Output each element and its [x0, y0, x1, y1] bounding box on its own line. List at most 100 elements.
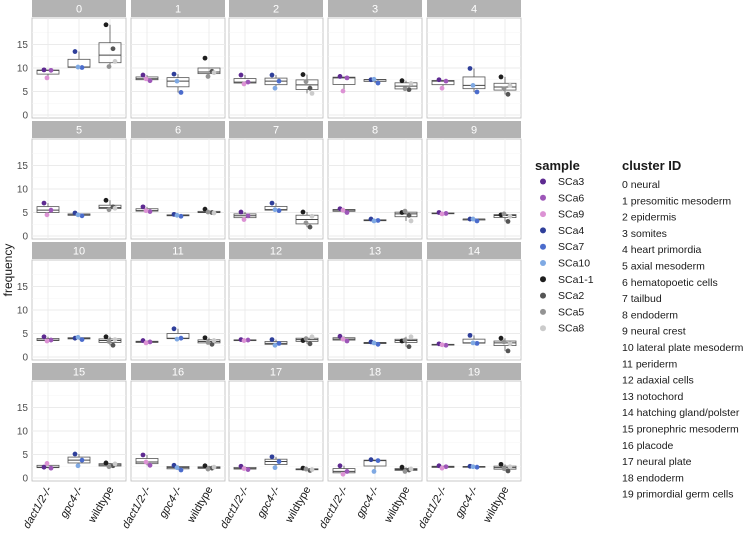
facet-strip-label: 7: [273, 125, 279, 137]
facet-panel-9: 9: [426, 121, 522, 240]
data-point-SCa9: [340, 471, 346, 477]
data-point-SCa7: [375, 458, 381, 464]
data-point-SCa5: [205, 74, 211, 79]
data-point-SCa7: [474, 464, 480, 470]
data-point-SCa4: [269, 454, 275, 460]
x-tick-label: gpc4-/-: [58, 484, 86, 520]
data-point-SCa5: [402, 208, 408, 214]
x-tick-label: dact1/2-/-: [218, 484, 252, 531]
facet-strip-label: 4: [471, 4, 477, 16]
x-tick-label: wildtype: [86, 485, 117, 526]
facet-panel-0: 0 0 5 10 15: [17, 0, 127, 122]
facet-strip-label: 17: [270, 367, 282, 379]
data-point-SCa6: [48, 465, 54, 471]
cluster-legend-item: 11 periderm: [622, 358, 678, 370]
data-point-SCa4: [72, 451, 78, 457]
legend-label: SCa7: [558, 241, 584, 253]
data-point-SCa9: [340, 88, 346, 94]
data-point-SCa7: [375, 80, 381, 86]
data-point-SCa7: [474, 89, 480, 95]
data-point-SCa9: [44, 75, 50, 81]
y-tick-label: 15: [17, 403, 29, 414]
y-tick-label: 15: [17, 161, 29, 172]
data-point-SCa2: [505, 468, 511, 474]
data-point-SCa6: [48, 337, 54, 343]
x-tick-label: gpc4-/-: [354, 484, 382, 520]
data-point-SCa7: [79, 65, 85, 70]
data-point-SCa10: [371, 340, 377, 346]
data-point-SCa6: [443, 464, 449, 470]
data-point-SCa10: [75, 463, 81, 469]
data-point-SCa10: [174, 336, 180, 342]
data-point-SCa6: [344, 469, 350, 474]
data-point-SCa10: [470, 82, 476, 88]
data-point-SCa8: [408, 466, 414, 472]
x-tick-label: gpc4-/-: [255, 484, 283, 520]
data-point-SCa10: [272, 465, 278, 471]
facet-strip-label: 10: [73, 246, 85, 258]
data-point-SCa9: [241, 81, 247, 87]
facet-strip-label: 18: [369, 367, 381, 379]
facet-panel-15: 15 0 5 10 15: [17, 363, 127, 485]
legend-item-SCa10: SCa10: [540, 258, 590, 270]
data-point-SCa1-1: [202, 335, 208, 341]
data-point-SCa5: [205, 340, 211, 345]
x-tick-label: wildtype: [185, 485, 216, 526]
data-point-SCa4: [269, 200, 275, 206]
data-point-SCa4: [467, 66, 473, 71]
data-point-SCa1-1: [202, 206, 208, 212]
cluster-legend-item: 16 placode: [622, 440, 674, 452]
facet-panel-16: 16: [130, 363, 226, 482]
legend-item-SCa2: SCa2: [540, 290, 584, 302]
legend-swatch: [540, 178, 546, 185]
legend-label: SCa6: [558, 192, 584, 204]
facet-strip: [131, 363, 225, 380]
facet-strip: [328, 363, 422, 380]
facet-strip: [427, 242, 521, 259]
legend-label: SCa3: [558, 176, 584, 188]
data-point-SCa4: [269, 72, 275, 78]
data-point-SCa9: [241, 466, 247, 471]
data-point-SCa1-1: [498, 461, 504, 467]
legend-item-SCa4: SCa4: [540, 225, 584, 237]
data-point-SCa3: [140, 452, 146, 458]
x-tick-label: dact1/2-/-: [21, 484, 55, 531]
legend-label: SCa5: [558, 306, 584, 318]
y-tick-label: 5: [22, 329, 28, 340]
data-point-SCa10: [470, 464, 476, 470]
data-point-SCa5: [303, 220, 309, 226]
facet-strip: [32, 363, 126, 380]
facet-panel-17: 17: [228, 363, 324, 482]
data-point-SCa5: [501, 466, 507, 471]
facet-strip-label: 8: [372, 125, 378, 137]
data-point-SCa2: [209, 341, 215, 347]
data-point-SCa6: [245, 213, 251, 219]
data-point-SCa2: [505, 219, 511, 224]
legend-swatch: [540, 194, 546, 201]
cluster-legend-item: 12 adaxial cells: [622, 375, 694, 387]
facet-panel-11: 11: [130, 242, 226, 361]
cluster-legend-item: 7 tailbud: [622, 293, 662, 305]
data-point-SCa8: [112, 461, 118, 467]
cluster-legend-item: 17 neural plate: [622, 456, 692, 468]
data-point-SCa3: [140, 72, 146, 78]
data-point-SCa9: [241, 217, 247, 222]
data-point-SCa6: [245, 79, 251, 85]
cluster-legend-item: 14 hatching gland/polster: [622, 407, 740, 419]
box-iqr: [431, 80, 455, 86]
data-point-SCa7: [276, 340, 282, 346]
data-point-SCa4: [368, 457, 374, 463]
facet-strip: [229, 0, 323, 17]
facet-strip-label: 0: [76, 4, 82, 16]
data-point-SCa9: [44, 461, 50, 466]
data-point-SCa10: [272, 342, 278, 348]
x-tick-label: dact1/2-/-: [120, 484, 154, 531]
facet-strip: [427, 363, 521, 380]
data-point-SCa9: [44, 212, 50, 218]
data-point-SCa7: [276, 459, 282, 464]
legend-label: SCa9: [558, 209, 584, 221]
data-point-SCa1-1: [103, 22, 109, 28]
data-point-SCa1-1: [399, 464, 405, 470]
data-point-SCa2: [307, 85, 313, 91]
